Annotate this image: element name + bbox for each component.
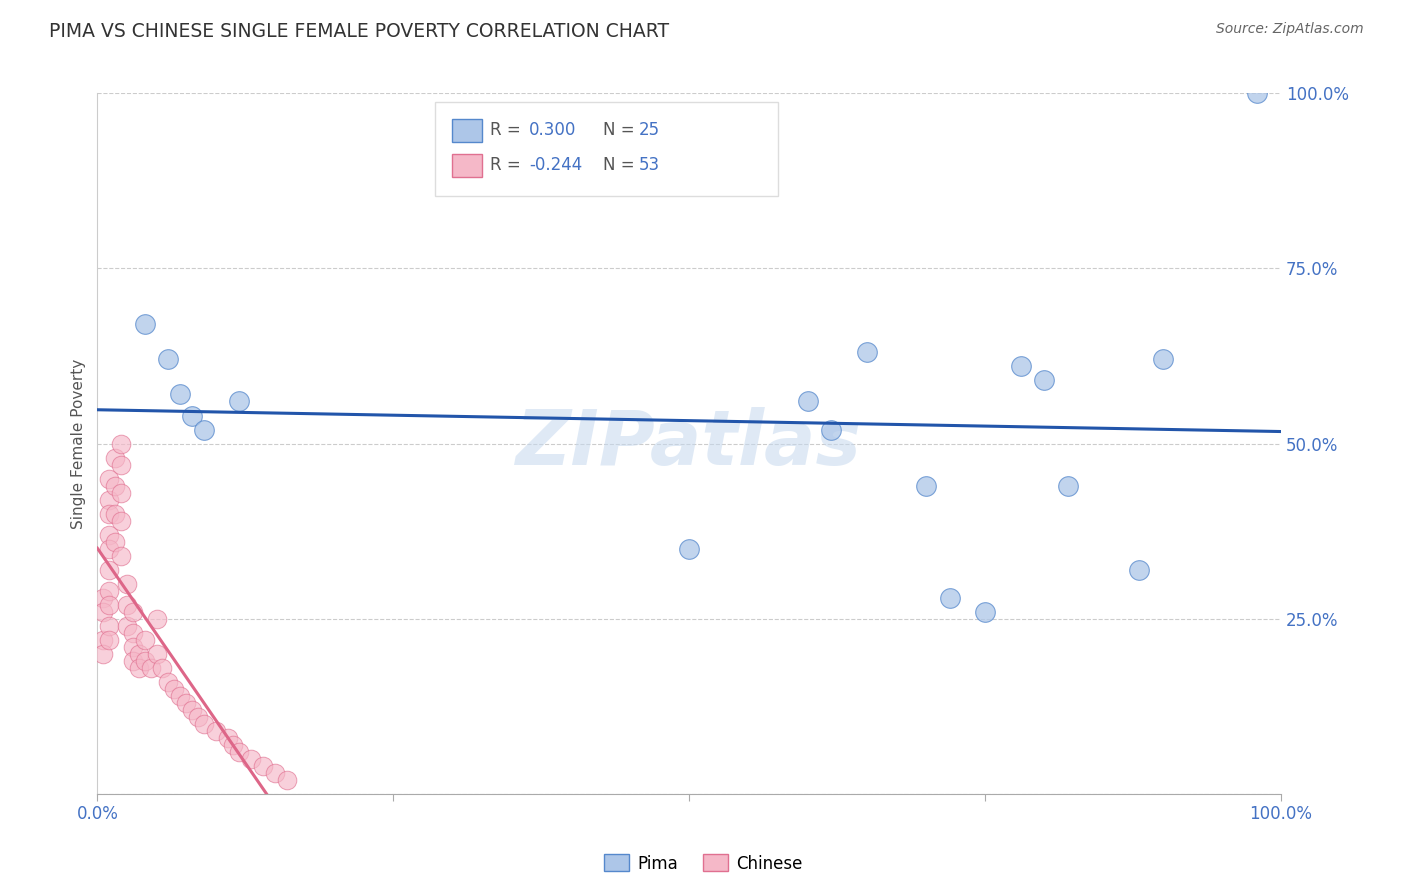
Point xyxy=(145,611,167,625)
Point xyxy=(678,541,700,556)
Point xyxy=(157,674,180,689)
Point xyxy=(252,758,274,772)
Point xyxy=(104,507,127,521)
Point xyxy=(1128,563,1150,577)
Point xyxy=(104,478,127,492)
Text: 0.300: 0.300 xyxy=(530,121,576,139)
Point xyxy=(264,765,287,780)
Point xyxy=(98,563,121,577)
Legend: Pima, Chinese: Pima, Chinese xyxy=(598,847,808,880)
Point xyxy=(98,492,121,507)
Text: N =: N = xyxy=(603,121,640,139)
Point xyxy=(110,485,132,500)
Point xyxy=(91,591,114,605)
Point xyxy=(128,660,150,674)
Text: N =: N = xyxy=(603,156,640,175)
Point xyxy=(91,605,114,619)
Point xyxy=(110,458,132,472)
Point xyxy=(121,605,143,619)
Point xyxy=(98,541,121,556)
Point xyxy=(98,632,121,647)
Point xyxy=(115,598,138,612)
Point xyxy=(796,394,818,409)
Point xyxy=(217,731,239,745)
Point xyxy=(193,716,215,731)
Point xyxy=(110,436,132,450)
Point xyxy=(110,514,132,528)
Point xyxy=(152,660,174,674)
Point xyxy=(855,345,877,359)
Text: 53: 53 xyxy=(638,156,659,175)
Point xyxy=(169,387,191,401)
Point xyxy=(174,696,197,710)
Point xyxy=(121,640,143,654)
Point xyxy=(98,527,121,541)
Text: Source: ZipAtlas.com: Source: ZipAtlas.com xyxy=(1216,22,1364,37)
Text: ZIPatlas: ZIPatlas xyxy=(516,407,862,481)
Point xyxy=(98,598,121,612)
Y-axis label: Single Female Poverty: Single Female Poverty xyxy=(72,359,86,529)
Point xyxy=(204,723,226,738)
Point xyxy=(187,709,209,723)
Point xyxy=(104,450,127,465)
FancyBboxPatch shape xyxy=(453,119,482,143)
Point xyxy=(181,703,204,717)
Point xyxy=(228,745,250,759)
Point xyxy=(98,471,121,485)
Point xyxy=(974,605,997,619)
Point xyxy=(1246,87,1268,101)
Point xyxy=(134,654,156,668)
Point xyxy=(91,647,114,661)
Point xyxy=(228,394,250,409)
Point xyxy=(163,681,186,696)
FancyBboxPatch shape xyxy=(453,153,482,178)
Text: 25: 25 xyxy=(638,121,659,139)
Point xyxy=(915,478,938,492)
Point xyxy=(1010,359,1032,374)
Point xyxy=(134,318,156,332)
Point xyxy=(938,591,960,605)
Point xyxy=(134,632,156,647)
Point xyxy=(139,660,162,674)
Point xyxy=(121,625,143,640)
FancyBboxPatch shape xyxy=(434,102,778,196)
Point xyxy=(1033,374,1056,388)
Point xyxy=(1152,352,1174,367)
Point xyxy=(193,423,215,437)
Point xyxy=(222,738,245,752)
Text: R =: R = xyxy=(491,121,526,139)
Point xyxy=(115,618,138,632)
Point xyxy=(110,549,132,563)
Point xyxy=(145,647,167,661)
Point xyxy=(240,752,263,766)
Point xyxy=(276,772,298,787)
Point xyxy=(98,618,121,632)
Point xyxy=(157,352,180,367)
Point xyxy=(104,534,127,549)
Text: -0.244: -0.244 xyxy=(530,156,582,175)
Point xyxy=(115,576,138,591)
Point xyxy=(1057,478,1080,492)
Point xyxy=(128,647,150,661)
Point xyxy=(169,689,191,703)
Point xyxy=(820,423,842,437)
Point xyxy=(91,632,114,647)
Point xyxy=(98,583,121,598)
Text: PIMA VS CHINESE SINGLE FEMALE POVERTY CORRELATION CHART: PIMA VS CHINESE SINGLE FEMALE POVERTY CO… xyxy=(49,22,669,41)
Point xyxy=(121,654,143,668)
Point xyxy=(181,409,204,423)
Text: R =: R = xyxy=(491,156,526,175)
Point xyxy=(98,507,121,521)
